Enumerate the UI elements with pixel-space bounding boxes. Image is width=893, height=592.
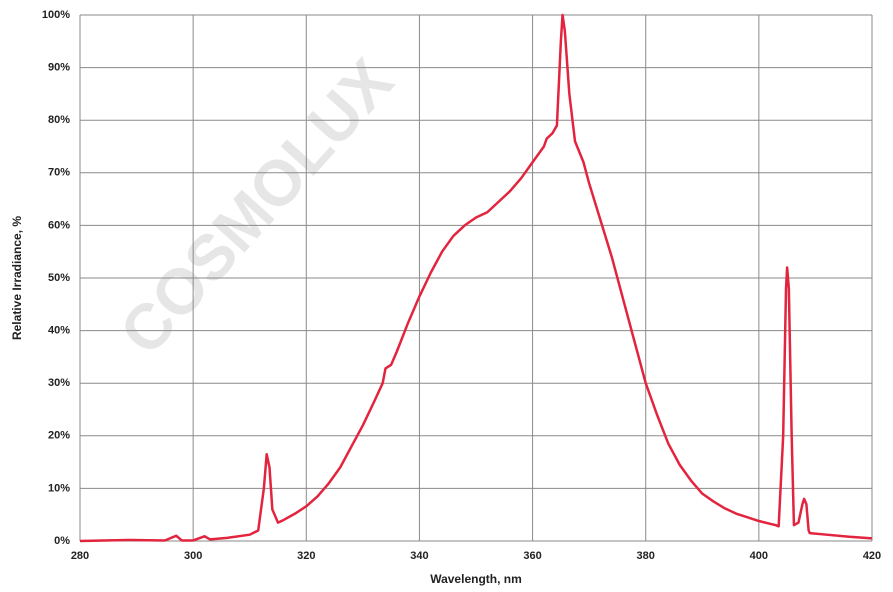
x-tick-label: 380 (637, 550, 655, 562)
x-tick-label: 360 (523, 550, 541, 562)
y-tick-label: 70% (48, 167, 70, 179)
y-tick-label: 20% (48, 430, 70, 442)
x-axis-label: Wavelength, nm (430, 572, 522, 586)
y-tick-label: 100% (42, 9, 70, 21)
y-tick-label: 90% (48, 62, 70, 74)
y-tick-label: 40% (48, 325, 70, 337)
x-tick-label: 320 (297, 550, 315, 562)
y-tick-label: 50% (48, 272, 70, 284)
y-tick-label: 30% (48, 377, 70, 389)
y-tick-label: 80% (48, 114, 70, 126)
x-tick-label: 340 (410, 550, 428, 562)
x-tick-label: 280 (71, 550, 89, 562)
y-tick-label: 60% (48, 219, 70, 231)
x-tick-label: 400 (750, 550, 768, 562)
spectrum-line (79, 13, 873, 543)
y-tick-label: 0% (54, 535, 70, 547)
watermark: COSMOLUX (106, 45, 407, 368)
x-tick-label: 420 (863, 550, 881, 562)
y-tick-label: 10% (48, 482, 70, 494)
x-tick-label: 300 (184, 550, 202, 562)
y-axis-label: Relative Irradiance, % (10, 216, 24, 340)
